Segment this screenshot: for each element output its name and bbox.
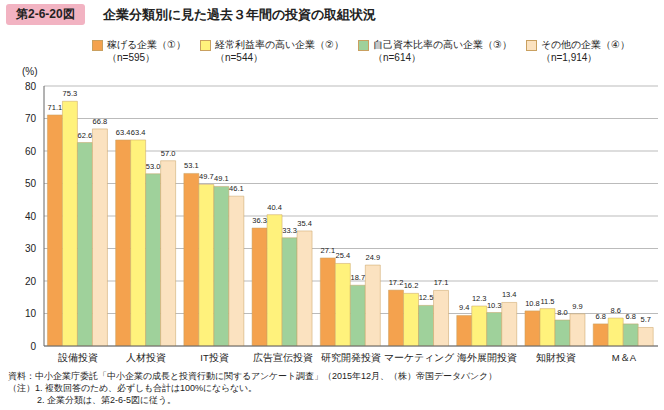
svg-text:20: 20 (25, 276, 37, 287)
svg-text:66.8: 66.8 (93, 117, 108, 126)
svg-text:71.1: 71.1 (48, 103, 63, 112)
svg-text:11.5: 11.5 (540, 297, 554, 306)
svg-text:35.4: 35.4 (297, 219, 312, 228)
html-text:（n=614）: （n=614） (372, 52, 421, 63)
html-text:2. 企業分類は、第2-6-5図に従う。: 2. 企業分類は、第2-6-5図に従う。 (37, 395, 176, 405)
svg-text:研究開発投資: 研究開発投資 (321, 352, 381, 363)
svg-text:10: 10 (25, 308, 37, 319)
svg-text:49.7: 49.7 (199, 172, 214, 181)
svg-text:70: 70 (25, 113, 37, 124)
svg-text:80: 80 (25, 81, 37, 92)
svg-text:6.8: 6.8 (625, 312, 635, 321)
svg-text:知財投資: 知財投資 (536, 352, 576, 363)
svg-text:27.1: 27.1 (320, 246, 335, 255)
svg-text:9.9: 9.9 (572, 302, 582, 311)
svg-text:マーケティング: マーケティング (384, 352, 455, 363)
svg-text:49.1: 49.1 (214, 174, 229, 183)
svg-text:6.8: 6.8 (595, 312, 605, 321)
svg-text:広告宣伝投資: 広告宣伝投資 (253, 352, 313, 363)
svg-text:9.4: 9.4 (459, 303, 469, 312)
svg-text:12.5: 12.5 (419, 293, 434, 302)
html-text:（n=595）: （n=595） (107, 52, 156, 63)
html-text:その他の企業（④）: その他の企業（④） (540, 39, 630, 50)
html-text:資料：中小企業庁委託「中小企業の成長と投資行動に関するアンケ: 資料：中小企業庁委託「中小企業の成長と投資行動に関するアンケート調査」（2015… (8, 371, 497, 381)
html-text:自己資本比率の高い企業（③）: 自己資本比率の高い企業（③） (372, 39, 512, 50)
html-text:（n=544）: （n=544） (215, 52, 264, 63)
svg-text:62.6: 62.6 (78, 131, 93, 140)
svg-text:0: 0 (30, 341, 36, 352)
svg-text:33.3: 33.3 (282, 226, 297, 235)
svg-text:50: 50 (25, 178, 37, 189)
html-text:第2-6-20図: 第2-6-20図 (16, 7, 75, 21)
svg-text:25.4: 25.4 (335, 251, 350, 260)
svg-text:8.0: 8.0 (557, 308, 567, 317)
svg-text:13.4: 13.4 (502, 290, 517, 299)
html-text:経常利益率の高い企業（②）: 経常利益率の高い企業（②） (215, 39, 344, 50)
svg-text:24.9: 24.9 (365, 253, 380, 262)
svg-text:57.0: 57.0 (161, 149, 176, 158)
svg-text:IT投資: IT投資 (200, 352, 228, 363)
svg-text:60: 60 (25, 146, 37, 157)
svg-text:30: 30 (25, 243, 37, 254)
svg-text:63.4: 63.4 (116, 128, 131, 137)
svg-text:海外展開投資: 海外展開投資 (457, 352, 517, 363)
svg-text:設備投資: 設備投資 (58, 352, 98, 363)
svg-text:17.2: 17.2 (389, 278, 404, 287)
svg-text:12.3: 12.3 (472, 294, 487, 303)
svg-text:8.6: 8.6 (610, 306, 620, 315)
svg-text:5.7: 5.7 (640, 315, 650, 324)
svg-text:53.0: 53.0 (146, 162, 161, 171)
svg-text:18.7: 18.7 (350, 273, 365, 282)
svg-text:10.3: 10.3 (487, 301, 502, 310)
svg-text:16.2: 16.2 (404, 281, 419, 290)
svg-text:36.3: 36.3 (252, 216, 267, 225)
svg-text:46.1: 46.1 (229, 184, 244, 193)
html-text:（n=1,914）: （n=1,914） (540, 52, 598, 63)
svg-text:63.4: 63.4 (131, 128, 146, 137)
svg-text:M＆A: M＆A (612, 352, 637, 363)
svg-text:人材投資: 人材投資 (126, 352, 166, 363)
html-text:稼げる企業（①）: 稼げる企業（①） (107, 39, 186, 50)
svg-text:40: 40 (25, 211, 37, 222)
html-text:企業分類別に見た過去３年間の投資の取組状況: 企業分類別に見た過去３年間の投資の取組状況 (102, 6, 376, 22)
svg-text:53.1: 53.1 (184, 161, 199, 170)
svg-text:40.4: 40.4 (267, 203, 282, 212)
html-text:（注）1. 複数回答のため、必ずしも合計は100%にならない: （注）1. 複数回答のため、必ずしも合計は100%にならない。 (8, 383, 257, 393)
svg-text:10.8: 10.8 (525, 299, 540, 308)
svg-text:17.1: 17.1 (434, 278, 449, 287)
svg-text:75.3: 75.3 (63, 89, 78, 98)
